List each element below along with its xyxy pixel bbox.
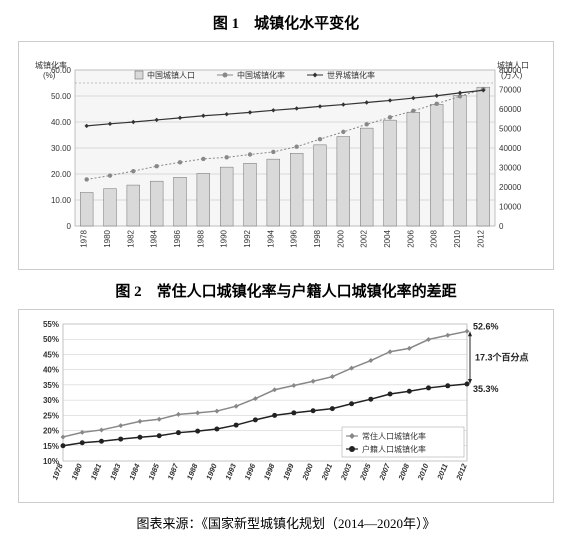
- svg-text:1999: 1999: [281, 462, 296, 482]
- svg-text:2008: 2008: [396, 462, 411, 483]
- svg-text:25%: 25%: [43, 411, 59, 420]
- svg-text:1981: 1981: [89, 462, 104, 481]
- svg-text:2005: 2005: [358, 462, 373, 483]
- svg-text:1983: 1983: [108, 462, 123, 482]
- svg-text:1990: 1990: [204, 462, 219, 482]
- svg-text:10000: 10000: [499, 203, 522, 212]
- svg-text:2011: 2011: [435, 462, 450, 481]
- svg-text:50%: 50%: [43, 335, 59, 344]
- svg-text:40%: 40%: [43, 366, 59, 375]
- svg-text:30%: 30%: [43, 396, 59, 405]
- svg-text:世界城镇化率: 世界城镇化率: [327, 70, 375, 80]
- source-text: 图表来源：《国家新型城镇化规划（2014—2020年）》: [8, 513, 564, 532]
- svg-text:中国城镇化率: 中国城镇化率: [237, 70, 285, 80]
- svg-text:2006: 2006: [406, 229, 415, 247]
- svg-text:1980: 1980: [103, 229, 112, 247]
- svg-text:40.00: 40.00: [51, 118, 72, 127]
- svg-text:2001: 2001: [319, 462, 334, 482]
- svg-text:1978: 1978: [80, 229, 89, 247]
- svg-text:17.3个百分点: 17.3个百分点: [475, 352, 529, 363]
- svg-text:1986: 1986: [173, 229, 182, 247]
- svg-text:70000: 70000: [499, 86, 522, 95]
- svg-text:1990: 1990: [220, 229, 229, 247]
- svg-text:1988: 1988: [196, 229, 205, 247]
- svg-text:50.00: 50.00: [51, 92, 72, 101]
- svg-text:1984: 1984: [150, 229, 159, 247]
- svg-text:60000: 60000: [499, 105, 522, 114]
- svg-text:45%: 45%: [43, 350, 59, 359]
- svg-text:55%: 55%: [43, 320, 59, 329]
- svg-text:1993: 1993: [223, 462, 238, 482]
- svg-text:40000: 40000: [499, 144, 522, 153]
- svg-text:52.6%: 52.6%: [473, 321, 499, 331]
- figure1-svg: 城镇化率(%)城镇人口(万人)中国城镇人口中国城镇化率世界城镇化率010.002…: [25, 48, 545, 258]
- figure1-title: 图 1 城镇化水平变化: [8, 12, 564, 33]
- svg-text:2003: 2003: [338, 462, 353, 483]
- svg-text:2012: 2012: [476, 229, 485, 247]
- svg-text:2000: 2000: [336, 229, 345, 247]
- figure2-svg: 10%15%20%25%30%35%40%45%50%55%52.6%35.3%…: [25, 316, 545, 491]
- svg-text:10.00: 10.00: [51, 196, 72, 205]
- svg-text:30.00: 30.00: [51, 144, 72, 153]
- svg-text:35.3%: 35.3%: [473, 384, 499, 394]
- svg-text:35%: 35%: [43, 381, 59, 390]
- svg-text:2002: 2002: [360, 229, 369, 247]
- svg-text:2004: 2004: [383, 229, 392, 247]
- svg-text:2007: 2007: [377, 462, 392, 483]
- svg-text:80000: 80000: [499, 66, 522, 75]
- svg-text:2008: 2008: [430, 229, 439, 247]
- svg-text:1987: 1987: [166, 462, 181, 482]
- svg-text:1998: 1998: [313, 229, 322, 247]
- svg-text:1988: 1988: [185, 462, 200, 482]
- svg-text:2000: 2000: [300, 462, 315, 483]
- svg-text:1994: 1994: [266, 229, 275, 247]
- figure2-title: 图 2 常住人口城镇化率与户籍人口城镇化率的差距: [8, 280, 564, 301]
- svg-text:15%: 15%: [43, 442, 59, 451]
- figure2-chart: 10%15%20%25%30%35%40%45%50%55%52.6%35.3%…: [18, 309, 554, 503]
- svg-text:中国城镇人口: 中国城镇人口: [147, 70, 195, 80]
- svg-text:常住人口城镇化率: 常住人口城镇化率: [362, 431, 426, 441]
- svg-text:1984: 1984: [127, 462, 142, 482]
- svg-text:1985: 1985: [146, 462, 161, 482]
- svg-text:户籍人口城镇化率: 户籍人口城镇化率: [362, 444, 426, 454]
- svg-text:1992: 1992: [243, 229, 252, 247]
- svg-text:0: 0: [67, 222, 72, 231]
- svg-text:0: 0: [499, 222, 504, 231]
- svg-text:20%: 20%: [43, 427, 59, 436]
- svg-text:1998: 1998: [262, 462, 277, 482]
- svg-text:60.00: 60.00: [51, 66, 72, 75]
- svg-text:2010: 2010: [453, 229, 462, 247]
- svg-text:20000: 20000: [499, 183, 522, 192]
- svg-text:1996: 1996: [290, 229, 299, 247]
- svg-text:1996: 1996: [243, 462, 258, 482]
- svg-text:2012: 2012: [454, 462, 469, 483]
- svg-text:1980: 1980: [69, 462, 84, 482]
- svg-text:20.00: 20.00: [51, 170, 72, 179]
- figure1-chart: 城镇化率(%)城镇人口(万人)中国城镇人口中国城镇化率世界城镇化率010.002…: [18, 41, 554, 270]
- svg-text:30000: 30000: [499, 164, 522, 173]
- svg-text:1982: 1982: [126, 229, 135, 247]
- svg-text:2010: 2010: [415, 462, 430, 483]
- svg-text:50000: 50000: [499, 125, 522, 134]
